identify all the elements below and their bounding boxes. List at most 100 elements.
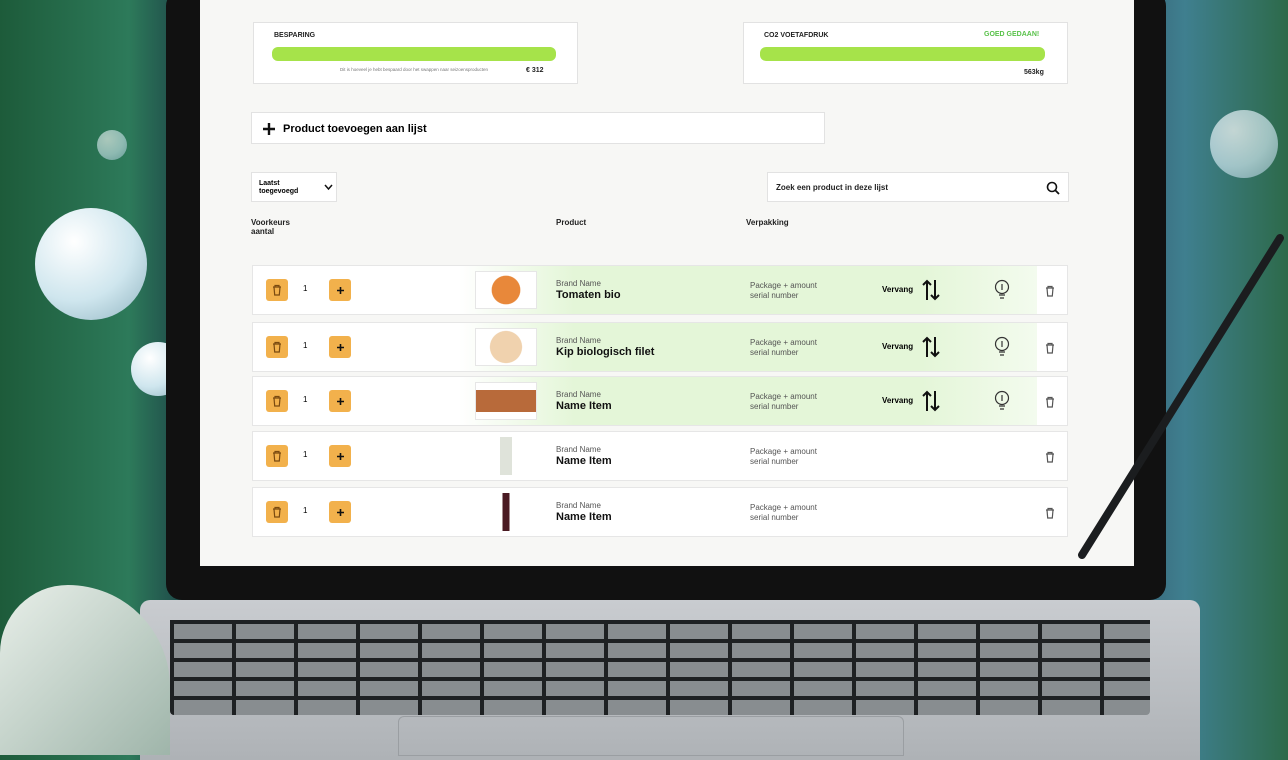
- bulb-icon: [994, 390, 1010, 410]
- quantity: 1: [303, 284, 308, 293]
- product-image: [475, 382, 537, 420]
- card-title: BESPARING: [274, 32, 316, 39]
- tip-icon[interactable]: [993, 390, 1011, 415]
- serial: serial number: [750, 348, 799, 357]
- remove-button[interactable]: [1045, 395, 1055, 413]
- delete-button[interactable]: [266, 501, 288, 523]
- brand: Brand Name: [556, 279, 601, 288]
- trash-icon: [273, 506, 281, 518]
- column-header: Voorkeurs aantal: [251, 218, 290, 236]
- sort-label: Laatst toegevoegd: [259, 180, 299, 195]
- plus-icon: [336, 286, 344, 294]
- savings-card: BESPARING Dit is hoeveel je hebt bespaar…: [253, 22, 578, 84]
- plus-icon: [336, 452, 344, 460]
- chevron: [324, 184, 333, 191]
- serial: serial number: [750, 457, 799, 466]
- trash-icon: [1046, 285, 1054, 297]
- serial: serial number: [750, 513, 799, 522]
- product-image: [475, 493, 537, 531]
- quantity: 1: [303, 395, 308, 404]
- search-placeholder: Zoek een product in deze lijst: [776, 183, 889, 192]
- trash-icon: [1046, 342, 1054, 354]
- swap-arrows: [922, 390, 940, 412]
- package: Package + amount: [750, 503, 817, 512]
- product-name: Name Item: [556, 455, 612, 467]
- remove-button[interactable]: [1045, 284, 1055, 302]
- co2-card: CO2 VOETAFDRUK GOED GEDAAN! 563kg: [743, 22, 1068, 84]
- trash-icon: [1046, 396, 1054, 408]
- screen: BESPARING Dit is hoeveel je hebt bespaar…: [200, 0, 1134, 566]
- swap-icon: [921, 389, 941, 418]
- increase-button[interactable]: [329, 279, 351, 301]
- progress-bar: [760, 47, 1045, 61]
- delete-button[interactable]: [266, 336, 288, 358]
- bubble: [35, 208, 147, 320]
- product-name: Tomaten bio: [556, 289, 621, 301]
- trash-icon: [273, 341, 281, 353]
- swap-button[interactable]: Vervang: [882, 396, 914, 405]
- stylus: [1078, 234, 1284, 559]
- package: Package + amount: [750, 338, 817, 347]
- column-header: Verpakking: [746, 218, 789, 227]
- product-image: [475, 437, 537, 475]
- remove-button[interactable]: [1045, 450, 1055, 468]
- increase-button[interactable]: [329, 336, 351, 358]
- card-note: Dit is hoeveel je hebt bespaard door het…: [339, 67, 489, 72]
- package: Package + amount: [750, 392, 817, 401]
- plus-icon: [263, 123, 275, 135]
- trash-icon: [1046, 507, 1054, 519]
- product-image: [475, 271, 537, 309]
- product-row: 1 Brand Name Tomaten bio Package + amount se…: [252, 265, 1068, 315]
- increase-button[interactable]: [329, 390, 351, 412]
- delete-button[interactable]: [266, 279, 288, 301]
- progress-bar: [272, 47, 556, 61]
- button-label: Product toevoegen aan lijst: [283, 123, 427, 135]
- serial: serial number: [750, 291, 799, 300]
- product-name: Name Item: [556, 400, 612, 412]
- brand: Brand Name: [556, 445, 601, 454]
- trackpad: [398, 716, 904, 756]
- column-header: Product: [556, 218, 587, 227]
- card-title: CO2 VOETAFDRUK: [764, 32, 829, 39]
- row-highlight: [459, 323, 1037, 371]
- trash-icon: [273, 450, 281, 462]
- trash-icon: [273, 284, 281, 296]
- product-name: Kip biologisch filet: [556, 346, 655, 358]
- card-badge: GOED GEDAAN!: [984, 31, 1040, 38]
- tip-icon[interactable]: [993, 336, 1011, 361]
- delete-button[interactable]: [266, 445, 288, 467]
- quantity: 1: [303, 341, 308, 350]
- quantity: 1: [303, 450, 308, 459]
- delete-button[interactable]: [266, 390, 288, 412]
- bubble: [97, 130, 127, 160]
- search-input[interactable]: Zoek een product in deze lijst: [767, 172, 1069, 202]
- serial: serial number: [750, 402, 799, 411]
- card-amount: € 312: [526, 67, 544, 74]
- package: Package + amount: [750, 447, 817, 456]
- remove-button[interactable]: [1045, 506, 1055, 524]
- tip-icon[interactable]: [993, 279, 1011, 304]
- keyboard-rows: [170, 620, 1150, 715]
- sort-dropdown[interactable]: Laatst toegevoegd: [251, 172, 337, 202]
- remove-button[interactable]: [1045, 341, 1055, 359]
- plus-icon: [336, 343, 344, 351]
- product-name: Name Item: [556, 511, 612, 523]
- bubble: [1210, 110, 1278, 178]
- add-product-button[interactable]: Product toevoegen aan lijst: [251, 112, 825, 144]
- brand: Brand Name: [556, 390, 601, 399]
- plus-icon: [336, 397, 344, 405]
- card-amount: 563kg: [1024, 69, 1044, 76]
- trash-icon: [1046, 451, 1054, 463]
- increase-button[interactable]: [329, 501, 351, 523]
- plus-icon: [336, 508, 344, 516]
- swap-button[interactable]: Vervang: [882, 285, 914, 294]
- swap-icon: [921, 278, 941, 307]
- brand: Brand Name: [556, 336, 601, 345]
- product-image: [475, 328, 537, 366]
- swap-button[interactable]: Vervang: [882, 342, 914, 351]
- bulb-icon: [994, 336, 1010, 356]
- package: Package + amount: [750, 281, 817, 290]
- increase-button[interactable]: [329, 445, 351, 467]
